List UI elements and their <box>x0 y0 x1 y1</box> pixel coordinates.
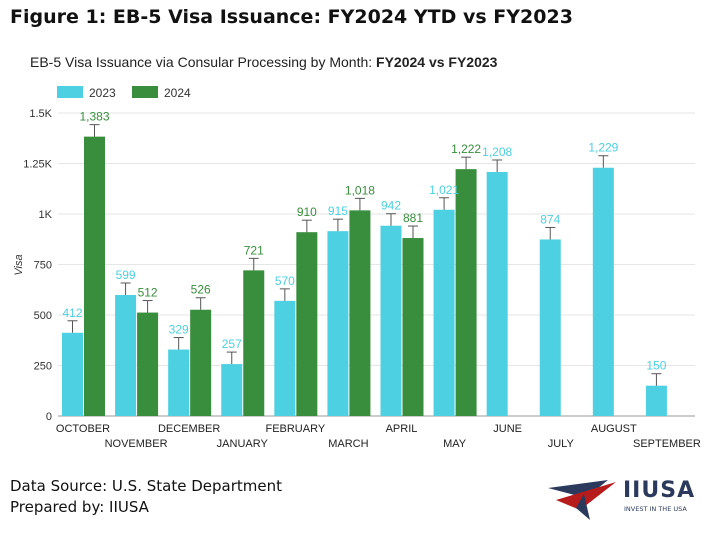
data-label-2024-november: 512 <box>138 286 158 300</box>
legend-swatch-2024 <box>132 86 158 98</box>
x-tick-label-july: JULY <box>548 438 575 450</box>
bar-2024-february <box>296 232 318 416</box>
x-tick-label-october: OCTOBER <box>56 423 110 435</box>
bar-2024-october <box>84 136 105 416</box>
data-label-2024-april: 881 <box>403 211 423 225</box>
data-label-2024-december: 526 <box>191 283 211 297</box>
data-label-2024-march: 1,018 <box>345 183 375 197</box>
data-label-2024-january: 721 <box>244 243 264 257</box>
data-label-2023-january: 257 <box>222 337 242 351</box>
bar-2024-march <box>349 210 371 416</box>
bar-2024-november <box>137 312 159 416</box>
y-axis-label: Visa <box>13 254 25 275</box>
y-tick-label: 750 <box>34 260 52 272</box>
y-tick-label: 500 <box>34 310 52 322</box>
data-label-2023-august: 1,229 <box>588 141 618 155</box>
y-tick-label: 1.5K <box>29 108 52 120</box>
data-label-2024-february: 910 <box>297 205 317 219</box>
data-label-2023-may: 1,021 <box>429 183 459 197</box>
bar-2023-june <box>486 171 508 416</box>
data-label-2024-may: 1,222 <box>451 142 481 156</box>
bar-2024-april <box>402 238 424 416</box>
legend-label-2024: 2024 <box>164 86 191 100</box>
bar-2023-april <box>380 225 402 416</box>
logo-tagline: INVEST IN THE USA <box>624 505 687 513</box>
x-tick-label-december: DECEMBER <box>158 423 220 435</box>
bar-2023-may <box>433 209 455 416</box>
bar-2024-may <box>455 169 477 416</box>
data-label-2023-october: 412 <box>62 306 82 320</box>
bar-2023-march <box>327 231 349 416</box>
x-tick-label-september: SEPTEMBER <box>633 438 701 450</box>
bar-2023-july <box>539 239 561 416</box>
bars <box>62 124 667 416</box>
data-label-2024-october: 1,383 <box>79 110 109 124</box>
data-label-2023-march: 915 <box>328 204 348 218</box>
x-tick-label-march: MARCH <box>328 438 368 450</box>
data-label-2023-september: 150 <box>646 359 666 373</box>
y-tick-label: 1K <box>39 209 53 221</box>
data-label-2023-june: 1,208 <box>482 145 512 159</box>
data-label-2023-april: 942 <box>381 199 401 213</box>
data-label-2023-december: 329 <box>169 323 189 337</box>
bar-2023-october <box>62 332 83 416</box>
bar-2023-february <box>274 300 296 416</box>
star-swoosh-icon <box>548 480 616 520</box>
bar-chart: EB-5 Visa Issuance via Consular Processi… <box>13 54 701 450</box>
x-tick-labels: OCTOBERNOVEMBERDECEMBERJANUARYFEBRUARYMA… <box>56 423 701 450</box>
x-tick-label-november: NOVEMBER <box>105 438 168 450</box>
iiusa-logo: IIUSA INVEST IN THE USA <box>546 470 706 525</box>
x-tick-label-february: FEBRUARY <box>265 423 325 435</box>
bar-2023-september <box>645 385 667 416</box>
logo-name: IIUSA <box>623 478 696 503</box>
chart-title: EB-5 Visa Issuance via Consular Processi… <box>30 54 498 70</box>
x-tick-label-august: AUGUST <box>591 423 637 435</box>
data-label-2023-february: 570 <box>275 274 295 288</box>
prepared-by: Prepared by: IIUSA <box>10 498 149 516</box>
bar-2023-december <box>168 349 190 416</box>
x-tick-label-june: JUNE <box>493 423 522 435</box>
data-label-2023-november: 599 <box>116 268 136 282</box>
bar-2023-november <box>115 295 137 416</box>
legend: 2023 2024 <box>57 86 191 100</box>
chart-title-bold: FY2024 vs FY2023 <box>376 54 498 70</box>
y-tick-label: 250 <box>34 361 52 373</box>
legend-swatch-2023 <box>57 86 83 98</box>
bar-2023-august <box>592 167 614 416</box>
gridlines: 0 250 500 750 1K 1.25K 1.5K <box>23 108 695 423</box>
bar-2024-january <box>243 270 265 416</box>
data-source: Data Source: U.S. State Department <box>10 477 282 495</box>
data-label-2023-july: 874 <box>540 212 560 226</box>
chart-title-plain: EB-5 Visa Issuance via Consular Processi… <box>30 54 376 70</box>
y-tick-label: 1.25K <box>23 159 52 171</box>
x-tick-label-january: JANUARY <box>217 438 269 450</box>
bar-2023-january <box>221 364 243 416</box>
y-tick-label: 0 <box>46 411 52 423</box>
x-tick-label-may: MAY <box>443 438 467 450</box>
bar-2024-december <box>190 309 212 416</box>
x-tick-label-april: APRIL <box>386 423 418 435</box>
legend-label-2023: 2023 <box>89 86 116 100</box>
figure-title: Figure 1: EB-5 Visa Issuance: FY2024 YTD… <box>10 6 573 28</box>
